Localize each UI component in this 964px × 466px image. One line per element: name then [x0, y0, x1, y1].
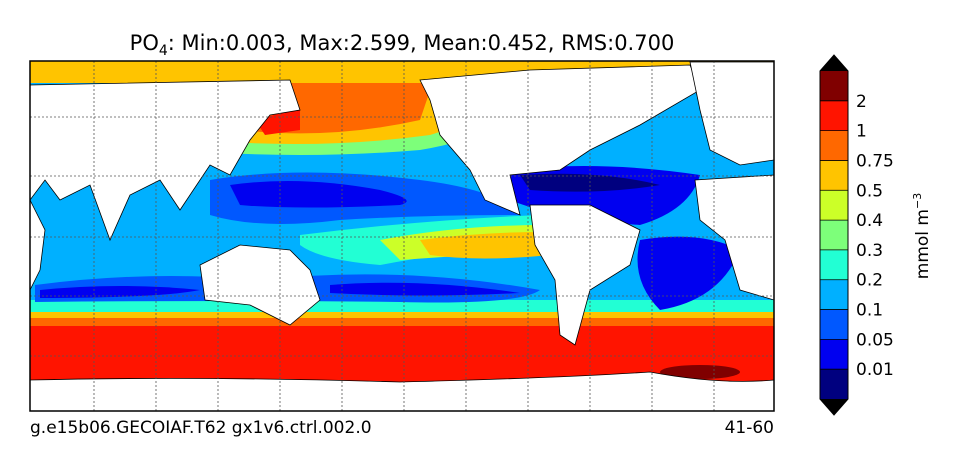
land-africa — [694, 174, 774, 301]
colorbar-bin — [820, 160, 848, 191]
graticule — [30, 61, 774, 411]
colorbar-bin — [820, 249, 848, 281]
footer-years: 41-60 — [725, 418, 774, 438]
colorbar-bin — [820, 339, 848, 370]
land-asia — [30, 79, 301, 242]
contour-band — [420, 232, 550, 259]
colorbar-tick-label: 0.4 — [856, 211, 883, 231]
unit-text: mmol m — [913, 209, 933, 279]
title-species: PO — [130, 31, 159, 55]
colorbar-bin — [820, 309, 848, 340]
colorbar-tick-label: 0.01 — [856, 360, 894, 380]
contour-band — [330, 282, 520, 296]
map-frame — [29, 60, 775, 412]
colorbar-tick-label: 2 — [856, 92, 867, 112]
contour-band — [255, 108, 300, 135]
colorbar-extend-top — [820, 55, 848, 71]
land-south-america — [529, 204, 641, 346]
colorbar-bin — [820, 190, 848, 221]
title-subscript: 4 — [159, 43, 168, 59]
colorbar-bin — [820, 220, 848, 251]
colorbar-tick-label: 1 — [856, 122, 867, 142]
colorbar-tick-label: 0.5 — [856, 181, 883, 201]
land-antarctica — [30, 371, 774, 411]
colorbar-tick-label: 0.1 — [856, 301, 883, 321]
colorbar-tick-label: 0.2 — [856, 271, 883, 291]
colorbar-outline — [819, 54, 849, 416]
land-africa-east — [30, 199, 46, 291]
colorbar-bin — [820, 130, 848, 161]
footer-case: g.e15b06.GECOIAF.T62 gx1v6.ctrl.002.0 — [30, 418, 372, 438]
contour-band — [230, 181, 407, 208]
colorbar-tick-label: 0.75 — [856, 151, 894, 171]
colorbar-tick-label: 0.05 — [856, 330, 894, 350]
map-field — [30, 61, 774, 411]
colorbar-bin — [820, 279, 848, 310]
colorbar-bin — [820, 100, 848, 131]
map-title: PO4: Min:0.003, Max:2.599, Mean:0.452, R… — [130, 31, 675, 59]
land-australia — [199, 244, 321, 326]
colorbar-bin — [820, 369, 848, 400]
unit-exponent: −3 — [911, 193, 924, 209]
contour-band — [660, 365, 740, 379]
colorbar: 0.01 0.05 0.1 0.2 0.3 0.4 0.5 0.75 1 2 — [819, 54, 894, 416]
colorbar-bin — [820, 71, 848, 102]
colorbar-tick-label: 0.3 — [856, 241, 883, 261]
contour-band — [40, 286, 200, 298]
colorbar-extend-bottom — [820, 399, 848, 415]
title-stats: : Min:0.003, Max:2.599, Mean:0.452, RMS:… — [168, 31, 675, 55]
land-europe — [689, 61, 774, 166]
colorbar-unit: mmol m−3 — [911, 193, 933, 279]
